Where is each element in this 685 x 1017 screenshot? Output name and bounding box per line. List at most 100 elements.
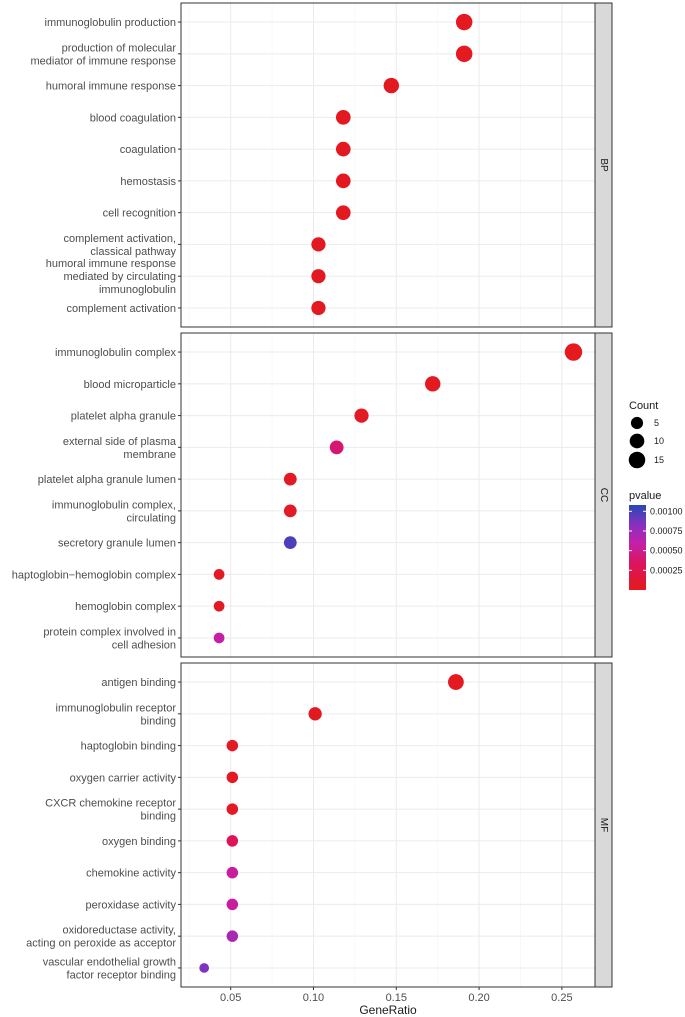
category-label-line: haptoglobin−hemoglobin complex bbox=[12, 569, 177, 581]
x-tick-label: 0.20 bbox=[468, 992, 489, 1004]
data-point bbox=[283, 504, 297, 518]
facet-panel-bp: BP immunoglobulin production production of… bbox=[30, 2, 613, 328]
size-legend-title: Count bbox=[629, 400, 658, 412]
color-legend-label: 0.00075 bbox=[650, 526, 683, 536]
category-label-line: membrane bbox=[123, 449, 176, 461]
category-label-line: mediated by circulating bbox=[63, 271, 176, 283]
facet-strip bbox=[594, 662, 613, 988]
data-point bbox=[213, 569, 225, 580]
category-label: blood coagulation bbox=[90, 112, 176, 124]
category-label-line: haptoglobin binding bbox=[81, 741, 176, 753]
category-label-line: humoral immune response bbox=[46, 258, 176, 270]
data-point bbox=[354, 408, 369, 423]
category-label: secretory granule lumen bbox=[58, 538, 176, 550]
category-label-line: oxygen carrier activity bbox=[70, 772, 177, 784]
category-label: protein complex involved in cell adhesion bbox=[43, 626, 176, 651]
category-label-line: CXCR chemokine receptor bbox=[45, 798, 176, 810]
category-label: hemoglobin complex bbox=[75, 601, 176, 613]
category-label: complement activation, classical pathway bbox=[64, 233, 177, 258]
category-label: haptoglobin−hemoglobin complex bbox=[12, 569, 177, 581]
category-label: platelet alpha granule lumen bbox=[38, 474, 176, 486]
data-point bbox=[335, 141, 351, 157]
category-label-line: secretory granule lumen bbox=[58, 538, 176, 550]
category-label-line: classical pathway bbox=[90, 246, 176, 258]
category-label-line: external side of plasma bbox=[63, 436, 177, 448]
category-label: immunoglobulin receptor binding bbox=[56, 702, 177, 727]
category-label: production of molecular mediator of immun… bbox=[30, 42, 176, 67]
data-point bbox=[226, 771, 239, 784]
category-label-line: hemoglobin complex bbox=[75, 601, 176, 613]
category-label-line: binding bbox=[141, 811, 176, 823]
color-legend-label: 0.00100 bbox=[650, 506, 683, 516]
category-label-line: coagulation bbox=[120, 144, 176, 156]
data-point bbox=[448, 674, 464, 690]
data-point bbox=[383, 77, 400, 94]
category-label-line: immunoglobulin complex bbox=[55, 347, 177, 359]
color-legend-label: 0.00025 bbox=[650, 565, 683, 575]
data-point bbox=[455, 45, 473, 63]
size-legend-label: 10 bbox=[654, 436, 664, 446]
category-label-line: immunoglobulin production bbox=[45, 17, 176, 29]
color-legend-label: 0.00050 bbox=[650, 546, 683, 556]
data-point bbox=[226, 930, 239, 942]
category-label-line: mediator of immune response bbox=[30, 55, 176, 67]
facet-strip bbox=[594, 2, 613, 328]
category-label-line: platelet alpha granule lumen bbox=[38, 474, 176, 486]
facet-strip-label: MF bbox=[598, 818, 609, 832]
category-label-line: humoral immune response bbox=[46, 81, 176, 93]
category-label-line: blood microparticle bbox=[84, 379, 176, 391]
category-label-line: cell adhesion bbox=[112, 639, 176, 651]
category-label: haptoglobin binding bbox=[81, 741, 176, 753]
data-point bbox=[283, 472, 297, 486]
data-point bbox=[564, 343, 583, 361]
category-label: oxidoreductase activity, acting on peroxi… bbox=[26, 925, 176, 950]
data-point bbox=[226, 835, 239, 847]
data-point bbox=[335, 205, 351, 220]
category-label: immunoglobulin complex, circulating bbox=[52, 499, 176, 524]
category-label-line: complement activation bbox=[67, 303, 176, 315]
category-label: oxygen carrier activity bbox=[70, 772, 177, 784]
category-label: blood microparticle bbox=[84, 379, 176, 391]
category-label: peroxidase activity bbox=[86, 899, 177, 911]
category-label: coagulation bbox=[120, 144, 176, 156]
category-label: chemokine activity bbox=[86, 868, 176, 880]
category-label-line: acting on peroxide as acceptor bbox=[26, 938, 176, 950]
category-label-line: immunoglobulin complex, bbox=[52, 499, 176, 511]
facet-panel-mf: MF antigen binding immunoglobulin receptor… bbox=[26, 662, 613, 988]
category-label: CXCR chemokine receptor binding bbox=[45, 798, 176, 823]
size-legend-dot bbox=[630, 416, 644, 430]
x-axis-title: GeneRatio bbox=[359, 1003, 417, 1017]
data-point bbox=[311, 237, 326, 252]
category-label-line: circulating bbox=[126, 512, 176, 524]
size-legend: Count 5 10 15 bbox=[628, 400, 664, 469]
category-label-line: peroxidase activity bbox=[86, 899, 177, 911]
size-legend-label: 5 bbox=[654, 418, 659, 428]
category-label-line: factor receptor binding bbox=[67, 969, 176, 981]
panel-border bbox=[180, 662, 596, 988]
size-legend-label: 15 bbox=[654, 455, 664, 465]
category-label: platelet alpha granule bbox=[71, 411, 176, 423]
facet-strip bbox=[594, 332, 613, 658]
data-point bbox=[226, 866, 239, 879]
color-legend: pvalue 0.00025 0.00050 0.00075 0.00100 bbox=[629, 490, 683, 590]
category-label-line: immunoglobulin receptor bbox=[56, 702, 177, 714]
data-point bbox=[213, 600, 225, 612]
category-label-line: protein complex involved in bbox=[43, 626, 176, 638]
category-label-line: oxidoreductase activity, bbox=[62, 925, 176, 937]
category-label-line: immunoglobulin bbox=[99, 284, 176, 296]
panel-border bbox=[180, 2, 596, 328]
facet-strip-label: CC bbox=[598, 488, 609, 502]
data-point bbox=[308, 707, 322, 721]
category-label: complement activation bbox=[67, 303, 176, 315]
category-label-line: blood coagulation bbox=[90, 112, 176, 124]
size-legend-dot bbox=[628, 451, 646, 469]
category-label-line: production of molecular bbox=[62, 42, 177, 54]
size-legend-dot bbox=[629, 433, 645, 449]
facet-strip-label: BP bbox=[598, 158, 609, 172]
x-tick-label: 0.25 bbox=[551, 992, 572, 1004]
category-label: cell recognition bbox=[103, 208, 176, 220]
category-label: external side of plasma membrane bbox=[63, 436, 177, 461]
category-label: oxygen binding bbox=[102, 836, 176, 848]
category-label: immunoglobulin production bbox=[45, 17, 176, 29]
